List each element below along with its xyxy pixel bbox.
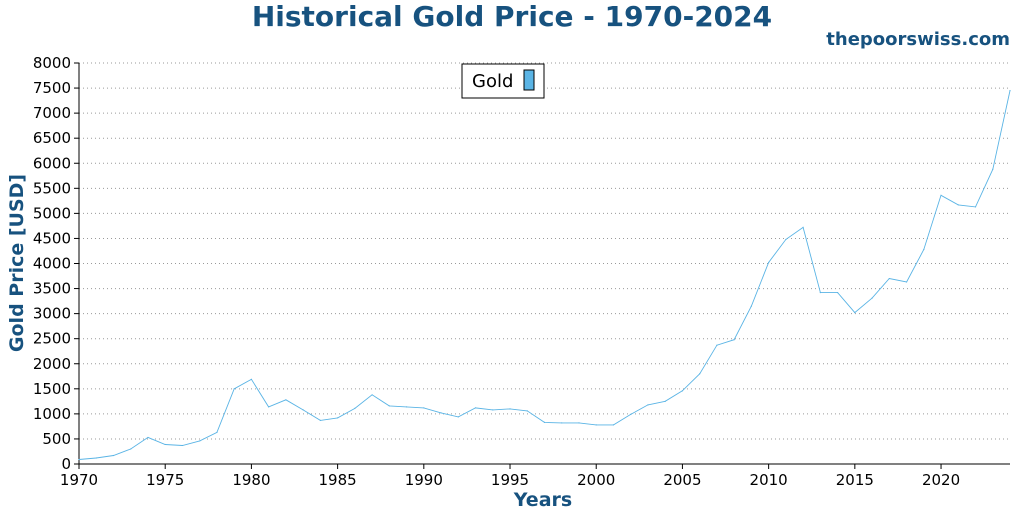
x-tick-label: 1970 [60, 471, 98, 489]
data-point [405, 406, 408, 408]
data-point [716, 344, 718, 346]
data-point [664, 400, 666, 402]
data-point [216, 431, 218, 434]
series-line-gold [78, 90, 1011, 460]
data-point [371, 394, 373, 396]
x-tick-label: 2020 [922, 471, 960, 489]
y-tick-label: 2500 [33, 330, 71, 348]
y-tick-label: 4000 [33, 255, 71, 273]
data-point [802, 226, 804, 229]
y-tick-label: 3500 [33, 280, 71, 298]
legend: Gold [461, 63, 545, 99]
data-point [992, 168, 994, 170]
y-tick-label: 7000 [33, 104, 71, 122]
data-point [1009, 89, 1011, 92]
data-point [423, 407, 425, 409]
data-point [337, 417, 339, 419]
data-point [319, 419, 321, 421]
data-point [78, 458, 80, 461]
x-tick-label: 2015 [836, 471, 874, 489]
chart-title: Historical Gold Price - 1970-2024 [251, 0, 773, 33]
data-point [888, 277, 890, 280]
y-tick-label: 3000 [33, 305, 71, 323]
data-point [871, 297, 873, 299]
data-point [285, 399, 287, 401]
y-tick-labels: 0 500 1000 1500 2000 2500 3000 3500 4000 4500 5000… [33, 54, 71, 473]
legend-swatch-gold [523, 69, 535, 91]
data-point [268, 406, 270, 408]
x-tick-label: 2010 [750, 471, 788, 489]
data-point [95, 457, 97, 459]
data-point [199, 440, 201, 442]
y-tick-label: 8000 [33, 54, 71, 72]
data-point [181, 444, 184, 447]
data-point [785, 238, 787, 241]
data-point [630, 413, 632, 415]
x-tick-label: 2005 [663, 471, 701, 489]
data-point [147, 436, 149, 439]
y-tick-label: 500 [42, 430, 71, 448]
x-tick-label: 1985 [319, 471, 357, 489]
data-point [492, 409, 494, 411]
x-tick-label: 1975 [146, 471, 184, 489]
data-point [543, 421, 546, 423]
data-point [974, 206, 977, 208]
data-point [233, 388, 235, 390]
data-point [578, 422, 580, 424]
y-tick-label: 6500 [33, 129, 71, 147]
x-tick-label: 1995 [491, 471, 529, 489]
axes [74, 62, 1010, 469]
data-point [957, 204, 959, 206]
data-point [164, 443, 166, 446]
data-point [699, 373, 701, 375]
x-tick-label: 2000 [577, 471, 615, 489]
grid-lines [79, 62, 1010, 440]
data-point [440, 412, 442, 414]
y-tick-label: 0 [61, 455, 71, 473]
data-point [836, 291, 839, 294]
data-point [923, 248, 925, 251]
data-point [526, 410, 528, 412]
data-point [768, 261, 770, 264]
data-point [130, 448, 132, 450]
data-point [819, 291, 821, 294]
y-tick-label: 1000 [33, 405, 71, 423]
x-tick-labels: 1970 1975 1980 1985 1990 1995 2000 2005 2010 2015… [60, 471, 960, 489]
data-point [354, 407, 356, 409]
y-tick-label: 4500 [33, 229, 71, 247]
legend-label-gold: Gold [472, 71, 513, 92]
data-point [595, 424, 597, 426]
series-lines [78, 89, 1011, 461]
data-point [750, 305, 752, 307]
data-point [561, 422, 563, 424]
data-point [457, 416, 459, 418]
y-tick-label: 5500 [33, 179, 71, 197]
source-label: thepoorswiss.com [826, 29, 1010, 50]
data-point [647, 404, 649, 406]
data-point [905, 281, 908, 283]
data-point [940, 194, 942, 196]
data-point [854, 312, 856, 314]
y-tick-label: 7500 [33, 79, 71, 97]
y-tick-label: 1500 [33, 380, 71, 398]
y-tick-label: 6000 [33, 154, 71, 172]
x-tick-label: 1990 [405, 471, 443, 489]
y-axis-label: Gold Price [USD] [6, 174, 28, 352]
data-point [112, 454, 115, 457]
data-point [509, 408, 511, 410]
data-point [681, 390, 684, 392]
data-point [474, 407, 477, 409]
data-point [250, 378, 253, 380]
data-point [388, 405, 390, 407]
x-axis-label: Years [513, 489, 572, 511]
x-tick-label: 1980 [232, 471, 270, 489]
y-tick-label: 2000 [33, 355, 71, 373]
data-point [302, 409, 304, 411]
data-point [612, 424, 615, 426]
y-tick-label: 5000 [33, 204, 71, 222]
data-point [733, 339, 735, 341]
